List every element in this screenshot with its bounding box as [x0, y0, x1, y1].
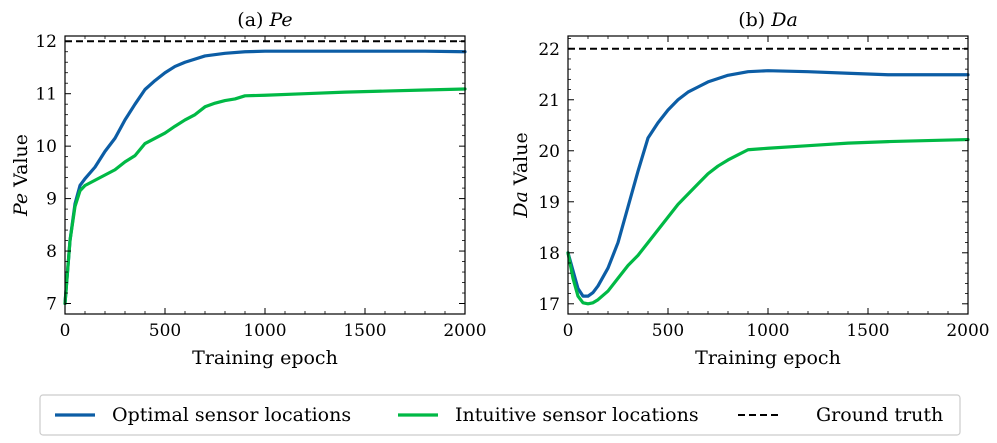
legend-box	[39, 394, 961, 436]
y-tick-label-pe: 11	[35, 85, 57, 105]
series-line-pe-optimal	[63, 49, 467, 306]
x-axis-label-da: Training epoch	[695, 347, 841, 369]
y-tick-label-da: 18	[538, 244, 560, 264]
x-tick-label-pe: 500	[149, 321, 181, 341]
x-tick-label-da: 1000	[746, 321, 789, 341]
y-tick-label-da: 22	[538, 40, 560, 60]
y-tick-label-da: 21	[538, 91, 560, 111]
y-tick-label-da: 17	[538, 295, 560, 315]
legend-label-intuitive: Intuitive sensor locations	[455, 404, 699, 426]
x-tick-label-pe: 0	[60, 321, 71, 341]
legend-label-ground-truth: Ground truth	[816, 404, 943, 426]
series-line-da-optimal	[566, 69, 970, 298]
series-line-da-intuitive	[566, 137, 970, 306]
chart-panel-da: (b) Da 0 500 1000 1500 2000 17 18 19 20 21 22 Trai…	[510, 9, 990, 369]
legend-label-optimal: Optimal sensor locations	[112, 404, 351, 426]
x-tick-label-da: 0	[563, 321, 574, 341]
y-tick-label-da: 19	[538, 193, 560, 213]
series-line-pe-intuitive	[63, 87, 467, 306]
chart-panel-pe: (a) Pe 0 500 1000 1500 2000 7 8 9 10 11 12 Trainin…	[10, 9, 487, 369]
y-tick-label-da: 20	[538, 142, 560, 162]
plot-frame-da	[567, 35, 969, 315]
legend: Optimal sensor locations Intuitive senso…	[39, 394, 961, 436]
y-tick-label-pe: 8	[46, 242, 57, 262]
x-axis-label-pe: Training epoch	[192, 347, 338, 369]
chart-title-pe: (a) Pe	[237, 9, 292, 31]
x-tick-label-pe: 1000	[243, 321, 286, 341]
x-tick-label-da: 1500	[846, 321, 889, 341]
y-axis-label-da: Da Value	[510, 132, 532, 218]
y-axis-label-pe: Pe Value	[10, 134, 32, 217]
y-tick-label-pe: 7	[46, 295, 57, 315]
y-tick-label-pe: 12	[35, 32, 57, 52]
y-tick-label-pe: 10	[35, 137, 57, 157]
y-tick-label-pe: 9	[46, 190, 57, 210]
x-tick-label-da: 2000	[946, 321, 989, 341]
plot-frame-pe	[64, 35, 466, 315]
chart-title-da: (b) Da	[738, 9, 798, 31]
x-tick-label-da: 500	[652, 321, 684, 341]
x-tick-label-pe: 2000	[443, 321, 486, 341]
x-tick-label-pe: 1500	[343, 321, 386, 341]
